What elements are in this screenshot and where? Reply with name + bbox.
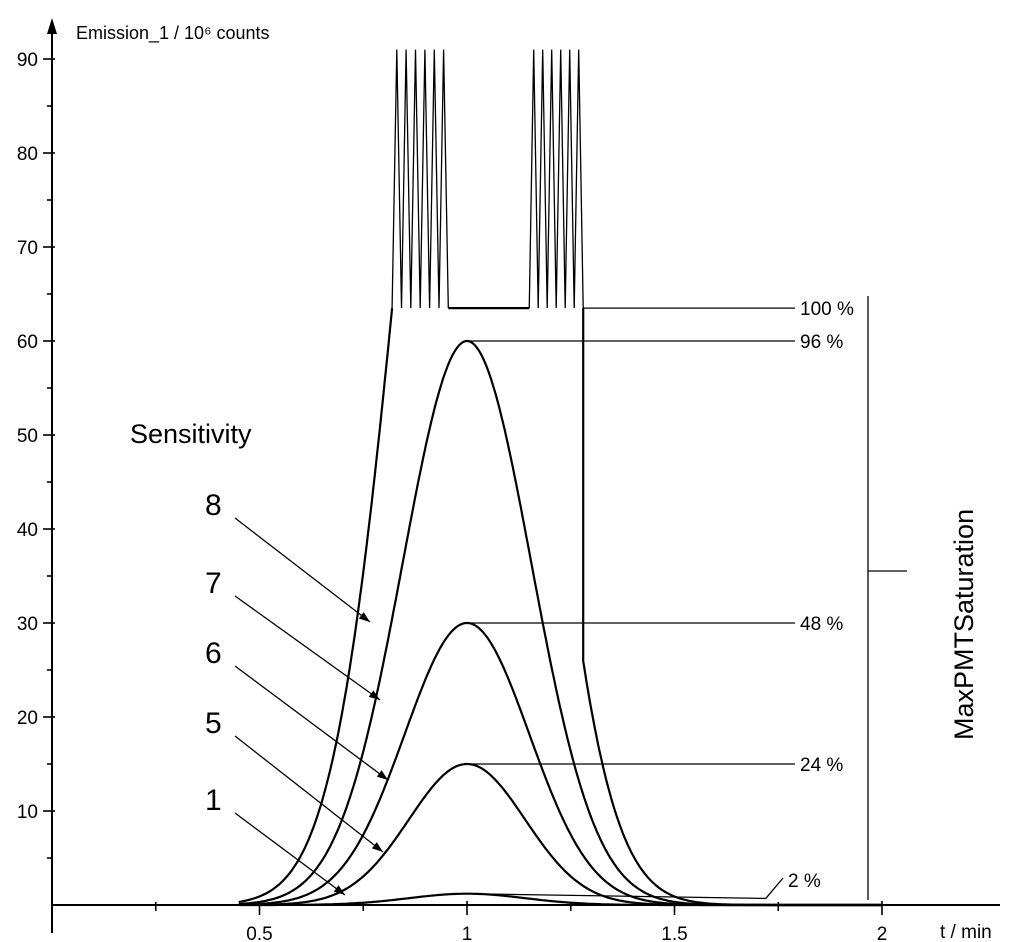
y-tick-label: 60 [17,332,38,353]
annotation-leader [466,877,784,900]
labels: Emission_1 / 10⁶ counts t / min Sensitiv… [76,23,992,942]
sensitivity-label: 6 [205,637,222,670]
y-tick-label: 50 [17,426,38,447]
annotation-label: 2 % [788,871,821,892]
series-8-rise [238,307,394,903]
x-tick-label: 2 [877,924,888,942]
pointer-line [234,812,346,896]
series-8-fall [582,308,881,907]
oscillation-burst-left [391,49,449,309]
annotation-label: 24 % [800,755,843,776]
pointer-line [234,517,371,623]
sensitivity-label: 7 [205,567,222,600]
pointer-line [234,665,389,781]
oscillation-burst-right [528,49,584,309]
sensitivity-label: 1 [205,784,222,817]
y-axis-label: Emission_1 / 10⁶ counts [76,23,270,44]
sensitivity-label: 5 [205,707,222,740]
annotation-label: 48 % [800,614,843,635]
x-tick-label: 0.5 [246,924,272,942]
sensitivity-label: 8 [205,489,222,522]
annotation-label: 100 % [800,299,854,320]
pointer-arrowhead [368,690,380,700]
y-tick-label: 80 [17,144,38,165]
pointer-line [234,595,381,701]
x-tick-label: 1 [462,924,473,942]
y-tick-label: 70 [17,238,38,259]
pointer-line [234,735,384,853]
y-tick-label: 20 [17,708,38,729]
axes: 10 20 30 40 50 60 70 80 90 0.5 1 1.5 2 [17,18,1000,942]
y-tick-label: 40 [17,520,38,541]
annotation-label: 96 % [800,332,843,353]
series-1 [238,892,882,907]
pointer-arrowhead [376,770,388,780]
pointer-arrowhead [371,842,383,852]
x-tick-label: 1.5 [661,924,687,942]
y-tick-label: 30 [17,614,38,635]
y-tick-label: 10 [17,802,38,823]
sensitivity-title: Sensitivity [130,419,252,449]
y-tick-label: 90 [17,50,38,71]
x-axis-label: t / min [940,922,992,942]
pointer-arrowhead [358,612,370,622]
curves [238,49,882,907]
max-pmt-saturation-label: MaxPMTSaturation [949,509,979,740]
y-axis-arrow [47,18,57,34]
pointer-arrowhead [333,885,345,895]
